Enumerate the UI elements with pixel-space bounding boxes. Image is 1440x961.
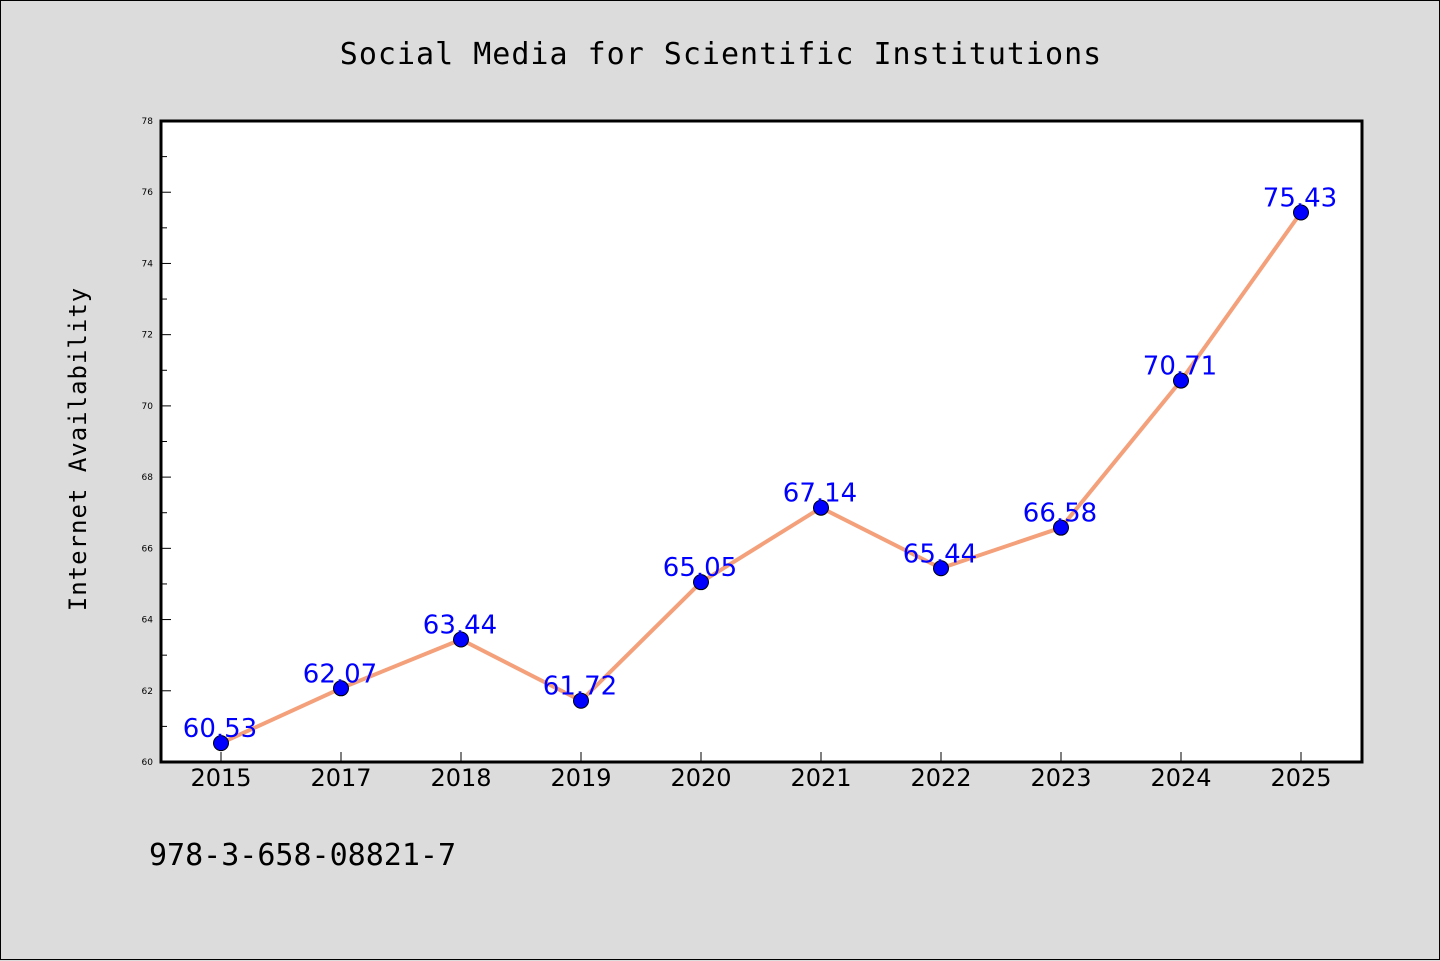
data-label: 65.44	[903, 539, 977, 569]
data-point	[213, 735, 229, 752]
y-tick-label: 72	[142, 331, 153, 341]
data-label: 70.71	[1143, 352, 1217, 382]
data-label: 61.72	[543, 672, 617, 702]
data-point	[573, 692, 589, 709]
data-label: 60.53	[183, 714, 257, 744]
y-tick-label: 64	[142, 616, 154, 626]
y-tick-label: 70	[142, 402, 154, 412]
data-label: 63.44	[423, 610, 497, 640]
data-label: 62.07	[303, 659, 377, 689]
data-point	[933, 560, 949, 577]
x-tick-label: 2019	[550, 764, 611, 792]
x-tick-label: 2017	[310, 764, 371, 792]
data-point	[1173, 372, 1189, 389]
y-axis: 60 62 64 66 68 70 72 74 76 78	[142, 117, 171, 768]
data-point	[813, 499, 829, 516]
y-axis-label: Internet Availability	[64, 287, 92, 611]
data-labels-layer: 60.53 62.07 63.44 61.72 65.05 67.14 65.44 66.58…	[183, 184, 1337, 745]
y-tick-label: 68	[142, 473, 154, 483]
data-point	[333, 680, 349, 697]
footnote-isbn: 978-3-658-08821-7	[149, 838, 456, 873]
x-tick-label: 2023	[1030, 764, 1091, 792]
x-tick-label: 2020	[670, 764, 731, 792]
data-label: 75.43	[1263, 184, 1337, 214]
x-axis: 2015 2017 2018 2019 2020 2021 2022 2023 2024 2025	[190, 752, 1332, 792]
y-tick-label: 60	[142, 758, 154, 768]
x-tick-label: 2018	[430, 764, 491, 792]
chart-title: Social Media for Scientific Institutions	[340, 37, 1102, 72]
y-tick-label: 66	[142, 544, 154, 554]
x-tick-label: 2024	[1150, 764, 1211, 792]
y-tick-label: 78	[142, 117, 154, 127]
x-tick-label: 2025	[1270, 764, 1331, 792]
data-label: 65.05	[663, 553, 737, 583]
plot-area	[159, 119, 1364, 764]
data-label: 67.14	[783, 479, 857, 509]
data-point	[693, 574, 709, 591]
data-point	[453, 631, 469, 648]
data-point	[1053, 519, 1069, 536]
x-tick-label: 2022	[910, 764, 971, 792]
series-line	[219, 210, 1303, 746]
data-point	[1293, 204, 1309, 221]
y-tick-label: 74	[142, 259, 154, 269]
x-tick-label: 2015	[190, 764, 251, 792]
series-layer	[213, 204, 1309, 752]
x-tick-label: 2021	[790, 764, 851, 792]
data-label: 66.58	[1023, 499, 1097, 529]
y-tick-label: 62	[142, 687, 153, 697]
y-tick-label: 76	[142, 188, 154, 198]
